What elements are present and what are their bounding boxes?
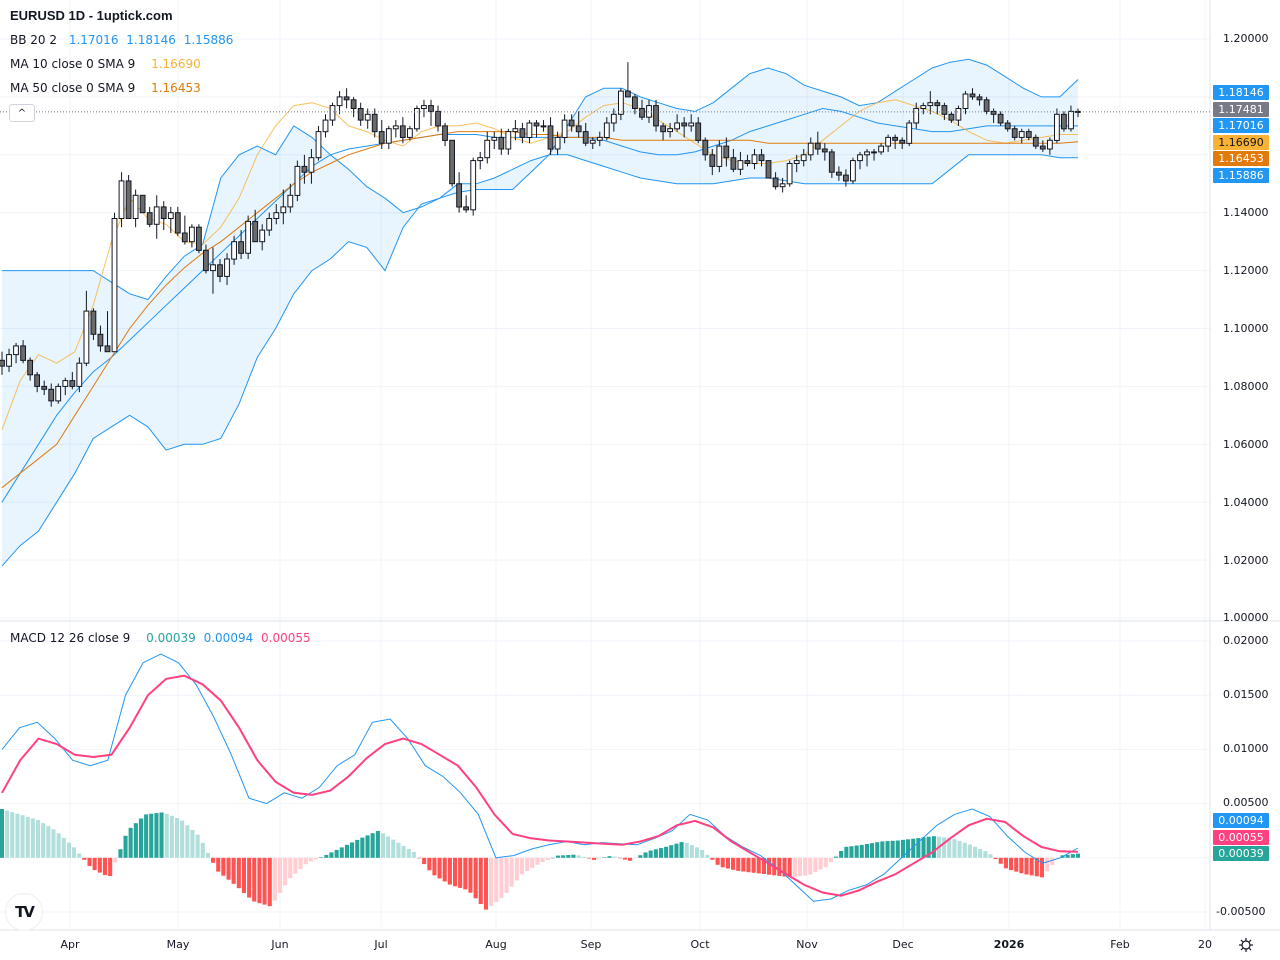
macd-hist-value: 0.00039: [146, 631, 196, 645]
price-axis-label: 1.02000: [1223, 554, 1269, 567]
price-tag: 1.16690: [1213, 134, 1269, 150]
time-axis-label: Nov: [796, 938, 818, 951]
time-axis-label: Aug: [485, 938, 507, 951]
macd-tag: 0.00094: [1213, 813, 1269, 828]
price-axis-label: 1.10000: [1223, 322, 1269, 335]
time-axis-label: Sep: [580, 938, 602, 951]
bb-lower-line: [1, 154, 1078, 567]
bb-name: BB 20 2: [10, 33, 57, 47]
time-axis-label: 20: [1198, 938, 1212, 951]
time-axis-label: Apr: [60, 938, 80, 951]
price-axis-label: 1.04000: [1223, 496, 1269, 509]
chevron-up-icon: ^: [17, 107, 27, 119]
signal-line: [1, 674, 1079, 897]
legend-ma50[interactable]: MA 50 close 0 SMA 9 1.16453: [10, 81, 201, 95]
time-axis-label: Jun: [271, 938, 289, 951]
macd-axis-label: -0.00500: [1216, 905, 1266, 918]
macd-axis-label: 0.02000: [1223, 634, 1269, 647]
price-tag: 1.18146: [1213, 85, 1269, 100]
grid-lines: [0, 0, 1280, 931]
price-axis-label: 1.12000: [1223, 264, 1269, 277]
symbol-title: EURUSD 1D - 1uptick.com: [10, 8, 173, 23]
time-axis-label: 2026: [993, 938, 1025, 951]
settings-gear-icon[interactable]: [1238, 937, 1254, 953]
collapse-legend-button[interactable]: ^: [9, 104, 35, 122]
ma10-value: 1.16690: [151, 57, 201, 71]
time-axis-label: Dec: [892, 938, 914, 951]
bb-upper-line: [2, 58, 1079, 301]
time-axis-label: Oct: [690, 938, 710, 951]
ma10-name: MA 10 close 0 SMA 9: [10, 57, 136, 71]
time-axis-label: Feb: [1110, 938, 1130, 951]
price-axis-label: 1.08000: [1223, 380, 1269, 393]
time-axis-label: Jul: [374, 938, 388, 951]
price-tag: 1.17481: [1213, 101, 1269, 117]
macd-signal-value: 0.00055: [261, 631, 311, 645]
bb-basis-value: 1.17016: [68, 33, 119, 47]
macd-histogram: [0, 809, 1080, 910]
bb-lower-value: 1.15886: [183, 33, 234, 47]
bb-basis-line: [1, 107, 1078, 503]
ma50-line: [1, 131, 1079, 489]
price-tag: 1.15886: [1213, 167, 1269, 183]
candles: [0, 62, 1081, 407]
price-axis-label: 1.14000: [1223, 206, 1269, 219]
time-axis-label: May: [166, 938, 190, 951]
macd-line-value: 0.00094: [203, 631, 254, 645]
macd-name: MACD 12 26 close 9: [10, 631, 131, 645]
macd-axis-label: 0.00500: [1223, 796, 1269, 809]
price-axis-label: 1.06000: [1223, 438, 1269, 451]
tv-logo-icon: TV: [15, 903, 35, 921]
price-axis-label: 1.00000: [1223, 611, 1269, 624]
macd-line: [1, 653, 1079, 902]
price-axis-label: 1.20000: [1223, 32, 1269, 45]
ma50-name: MA 50 close 0 SMA 9: [10, 81, 136, 95]
ma50-value: 1.16453: [151, 81, 201, 95]
legend-macd[interactable]: MACD 12 26 close 9 0.00039 0.00094 0.000…: [10, 631, 311, 645]
ma10-line: [1, 99, 1078, 430]
macd-axis-label: 0.01500: [1223, 688, 1269, 701]
macd-tag: 0.00055: [1213, 829, 1269, 845]
macd-tag: 0.00039: [1213, 846, 1269, 861]
bb-fill: [2, 59, 1078, 566]
legend-bb[interactable]: BB 20 2 1.17016 1.18146 1.15886: [10, 33, 233, 47]
legend-ma10[interactable]: MA 10 close 0 SMA 9 1.16690: [10, 57, 201, 71]
price-tag: 1.17016: [1213, 118, 1269, 133]
price-tag: 1.16453: [1213, 151, 1269, 166]
tradingview-logo[interactable]: TV: [5, 893, 43, 931]
bb-upper-value: 1.18146: [126, 33, 176, 47]
macd-axis-label: 0.01000: [1223, 742, 1269, 755]
